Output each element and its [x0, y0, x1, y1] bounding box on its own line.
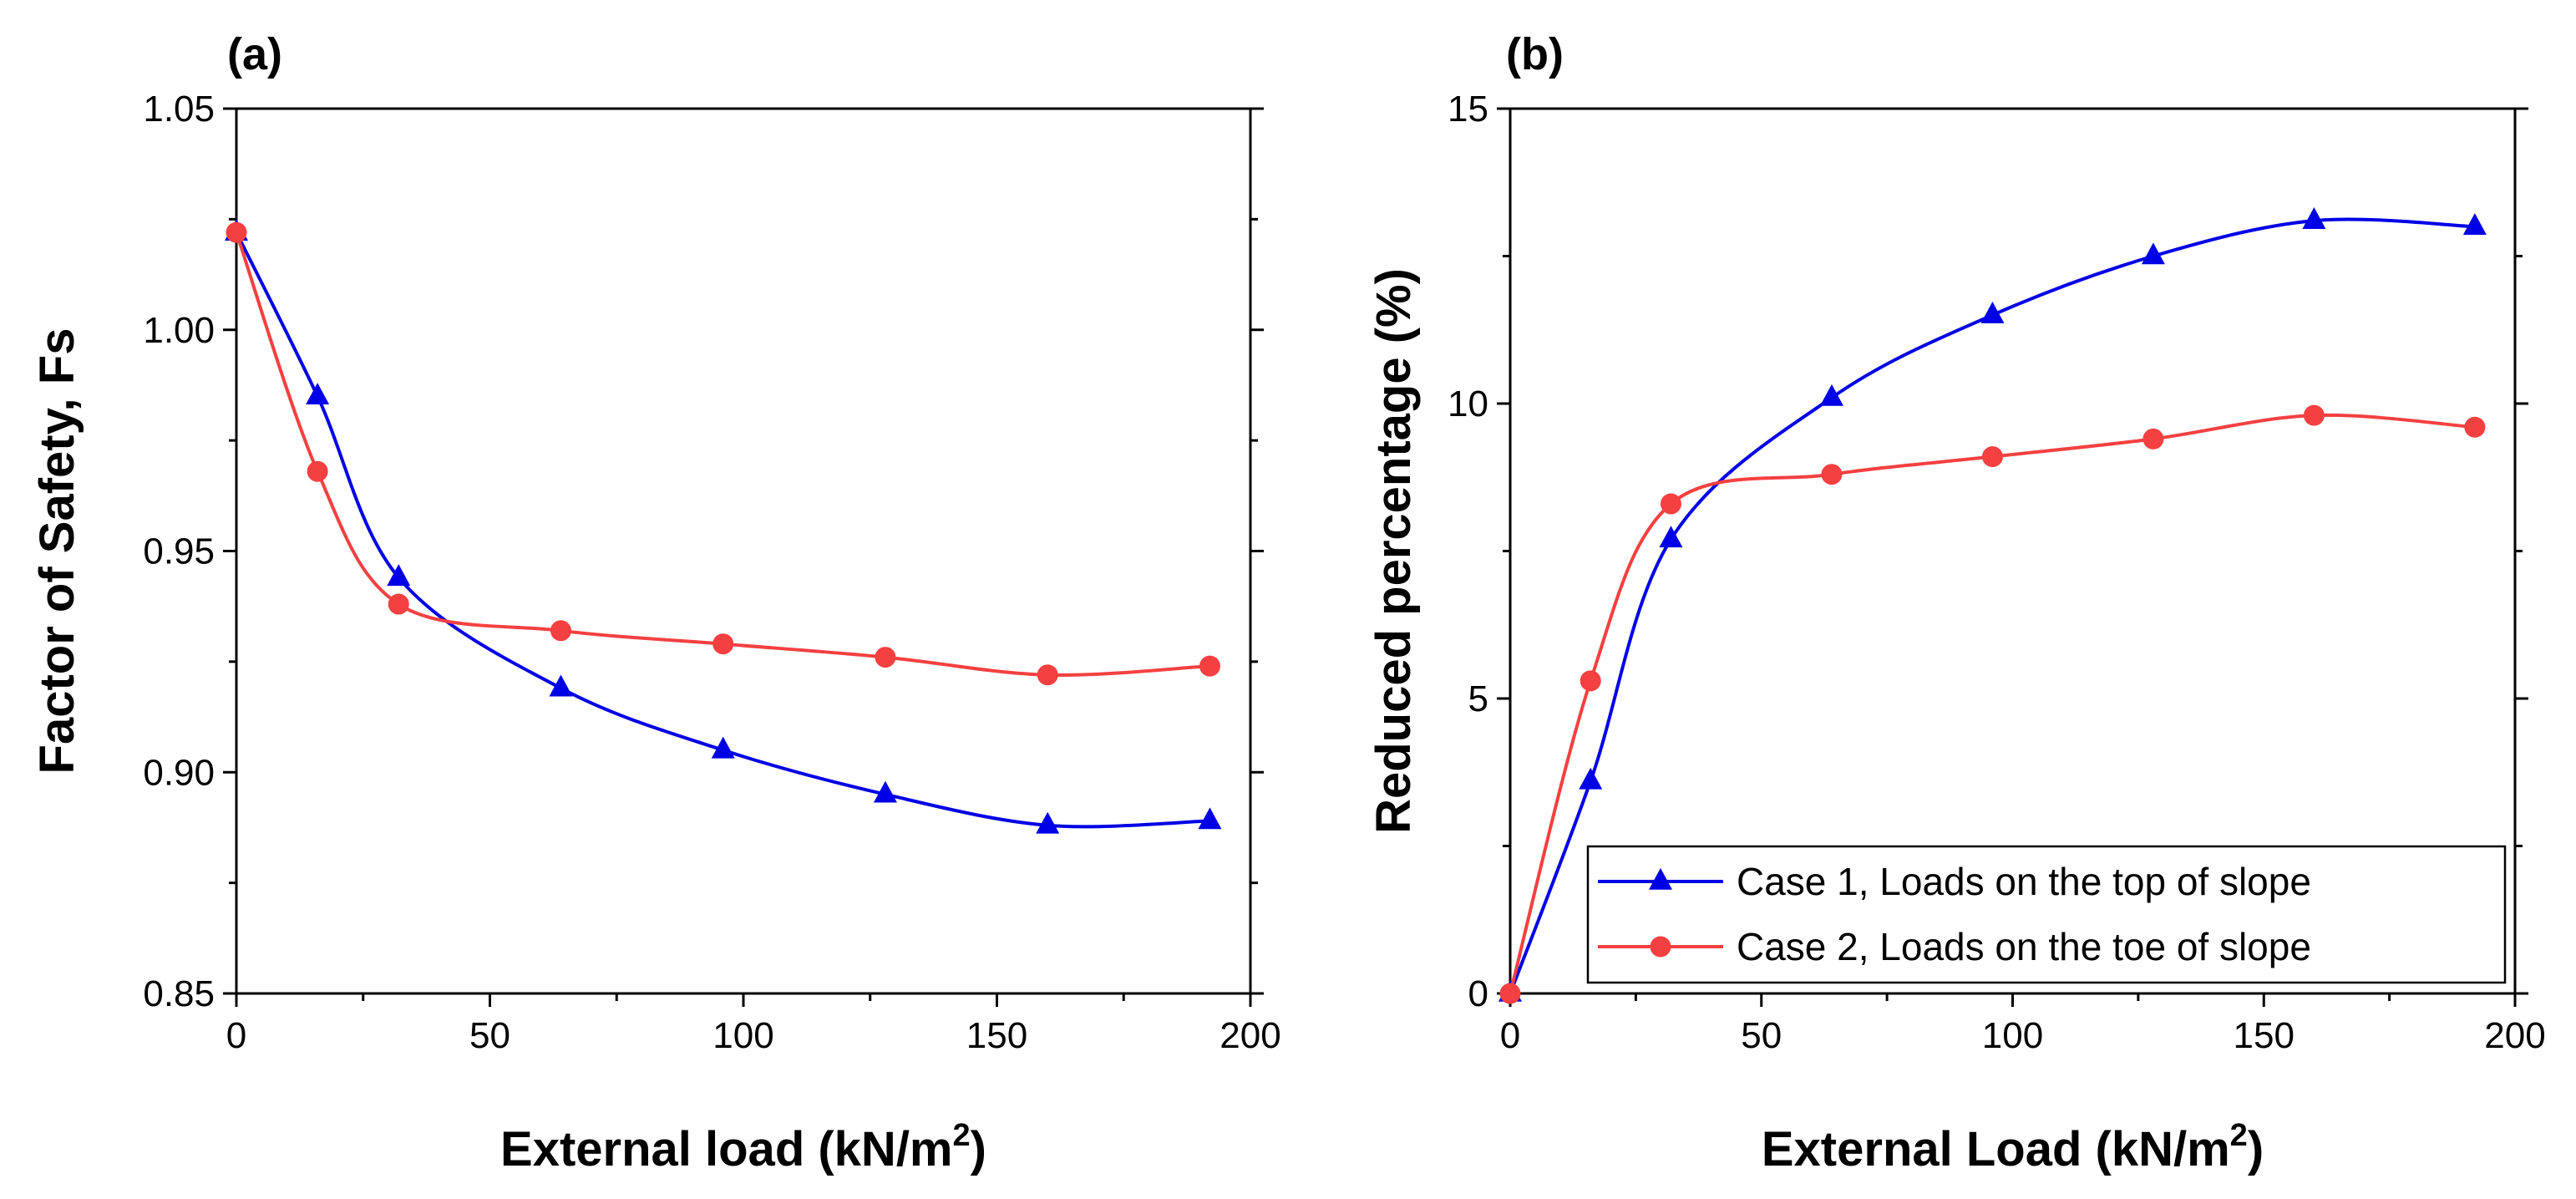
y-tick-label: 1.00	[143, 310, 215, 351]
series-2	[226, 221, 1220, 686]
x-axis-title-main: External load (kN/m	[500, 1122, 952, 1176]
x-axis-title-superscript: 2	[2230, 1118, 2248, 1153]
data-point	[1821, 464, 1843, 485]
data-point	[1659, 526, 1683, 548]
chart-panel-b: 0 50 100 150 200 0 5 10 15 External Load (kN/m2) R…	[1367, 29, 2546, 1176]
data-point	[549, 674, 573, 697]
y-tick-label: 0	[1468, 973, 1488, 1014]
data-point	[2302, 207, 2326, 229]
series-line	[1509, 413, 2476, 994]
data-point	[550, 620, 571, 642]
x-tick-label: 200	[1220, 1015, 1280, 1056]
legend-marker	[1650, 936, 1671, 958]
data-point	[711, 736, 735, 759]
x-axis-title-end: )	[971, 1122, 986, 1176]
x-axis-title-superscript: 2	[953, 1118, 971, 1153]
data-point	[388, 593, 409, 615]
y-tick-label: 10	[1448, 384, 1488, 424]
legend: Case 1, Loads on the top of slope Case 2,…	[1586, 845, 2507, 984]
series-line	[235, 231, 1210, 677]
x-tick-label: 0	[226, 1015, 246, 1056]
x-axis-title: External Load (kN/m2)	[1762, 1118, 2264, 1176]
data-point	[1037, 664, 1058, 686]
data-point	[873, 780, 897, 803]
data-point	[1198, 807, 1222, 830]
data-point	[1980, 302, 2005, 323]
x-tick-label: 0	[1500, 1015, 1520, 1056]
data-point	[875, 647, 896, 668]
panel-label: (a)	[227, 29, 282, 79]
data-point	[226, 221, 247, 243]
series-line	[235, 231, 1210, 829]
legend-entry-label: Case 1, Loads on the top of slope	[1737, 860, 2311, 903]
x-axis-title-main: External Load (kN/m	[1762, 1122, 2230, 1176]
y-axis-title: Factor of Safety, Fs	[30, 328, 84, 775]
series-line	[1509, 217, 2475, 994]
data-point	[2141, 242, 2165, 265]
x-tick-label: 100	[712, 1015, 773, 1056]
data-point	[712, 633, 734, 655]
data-point	[1819, 384, 1843, 406]
data-point	[2462, 213, 2487, 235]
data-point	[1579, 767, 1603, 790]
y-tick-label: 0.85	[143, 973, 215, 1014]
y-tick-label: 5	[1468, 678, 1488, 719]
x-axis-title-end: )	[2248, 1122, 2264, 1176]
x-tick-label: 100	[1982, 1015, 2043, 1056]
series-2	[1499, 404, 2486, 1004]
x-tick-label: 50	[469, 1015, 510, 1056]
series-1	[225, 219, 1222, 834]
data-point	[1660, 493, 1681, 515]
y-tick-label: 0.95	[143, 531, 215, 572]
data-point	[1036, 811, 1060, 834]
x-axis-title: External load (kN/m2)	[500, 1118, 986, 1176]
data-point	[1981, 446, 2003, 468]
x-tick-label: 200	[2484, 1015, 2545, 1056]
data-point	[1499, 983, 1521, 1004]
data-point	[2464, 416, 2486, 438]
x-tick-label: 150	[966, 1015, 1027, 1056]
legend-box	[1586, 845, 2507, 984]
y-tick-label: 0.90	[143, 752, 215, 793]
data-point	[306, 383, 330, 404]
data-point	[307, 460, 328, 482]
y-axis-title: Reduced percentage (%)	[1367, 268, 1421, 834]
x-tick-label: 150	[2234, 1015, 2295, 1056]
x-tick-label: 50	[1741, 1015, 1782, 1056]
data-point	[2303, 404, 2325, 426]
data-point	[1580, 670, 1601, 692]
chart-panel-a: 0 50 100 150 200 0.85 0.90 0.95 1.00 1.05 External…	[30, 29, 1281, 1176]
data-point	[387, 564, 411, 587]
series-1	[1498, 207, 2487, 1002]
data-point	[2142, 428, 2164, 450]
legend-entry-label: Case 2, Loads on the toe of slope	[1737, 925, 2311, 968]
plot-frame	[235, 107, 1252, 995]
y-tick-label: 15	[1448, 89, 1488, 130]
legend-marker	[1649, 867, 1672, 890]
y-tick-label: 1.05	[143, 89, 215, 130]
panel-label: (b)	[1506, 29, 1564, 79]
data-point	[1199, 655, 1220, 677]
